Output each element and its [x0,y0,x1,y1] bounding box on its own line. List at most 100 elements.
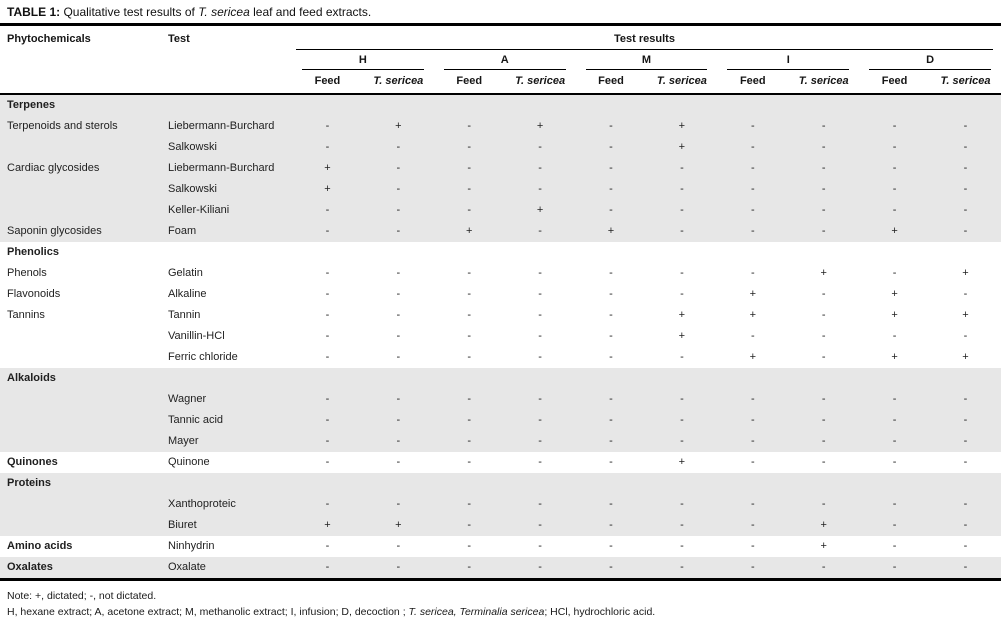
result-cell: - [467,540,472,552]
sample-col-header-feed: Feed [292,70,363,95]
result-cell: - [859,557,931,581]
result-cell: - [859,137,931,158]
phytochemical-cell: Tannins [7,309,45,321]
result-cell: - [717,389,789,410]
result-cell: - [575,200,647,221]
result-cell: - [750,267,755,279]
note-line-1: Note: +, dictated; -, not dictated. [7,590,157,602]
result-cell: - [292,410,363,431]
section-label: Proteins [0,473,1001,494]
result-cell: - [930,515,1001,536]
result-cell: - [575,431,647,452]
result-cell: - [362,410,434,431]
table-row: Tannic acid - - - - - - - - - - [0,410,1001,431]
result-cell: + [962,351,969,363]
table-row: Cardiac glycosides Liebermann-Burchard + - -… [0,158,1001,179]
result-cell: - [717,515,789,536]
sample-col-header-sericea: T. sericea [930,70,1001,95]
sample-col-header-feed: Feed [433,70,505,95]
test-cell: Keller-Kiliani [161,200,292,221]
section-label: Alkaloids [0,368,1001,389]
result-cell: - [930,116,1001,137]
result-cell: - [859,494,931,515]
result-cell: - [680,267,684,279]
result-cell: - [717,494,789,515]
result-cell: - [362,200,434,221]
col-header-test-results: Test results [292,26,1001,50]
result-cell: - [717,557,789,581]
result-cell: - [930,221,1001,242]
result-cell: - [646,431,718,452]
result-cell: - [680,288,684,300]
extract-col-header-h: H [292,50,434,70]
result-cell: + [292,179,363,200]
phytochemical-cell: Quinones [7,456,58,468]
table-footnotes: Note: +, dictated; -, not dictated. H, h… [0,581,1001,620]
result-cell: - [504,137,576,158]
phytochemical-cell: Flavonoids [7,288,61,300]
table-row: Mayer - - - - - - - - - - [0,431,1001,452]
result-cell: - [575,137,647,158]
text-segment: T. sericea [198,5,250,19]
test-cell: Foam [161,221,292,242]
section-row: Phenolics [0,242,1001,263]
header-row-samples: Feed T. sericea Feed T. sericea Feed T. … [0,70,1001,95]
text-segment: leaf and feed extracts. [249,5,372,19]
result-cell: - [821,309,826,321]
result-cell: - [821,351,826,363]
table-row: Biuret + + - - - - - + - - [0,515,1001,536]
test-cell: Gelatin [168,267,203,279]
result-cell: - [717,158,789,179]
result-cell: - [788,431,860,452]
result-cell: - [292,116,363,137]
table-row: Wagner - - - - - - - - - - [0,389,1001,410]
result-cell: - [575,158,647,179]
result-cell: - [609,309,613,321]
result-cell: - [467,288,472,300]
result-cell: - [859,515,931,536]
result-cell: - [538,288,542,300]
result-cell: - [325,540,330,552]
result-cell: - [859,116,931,137]
table-row: Salkowski - - - - - + - - - - [0,137,1001,158]
result-cell: - [788,179,860,200]
note-line-2: H, hexane extract; A, acetone extract; M… [7,604,993,620]
result-cell: - [892,456,897,468]
phytochemical-cell: Terpenoids and sterols [0,116,161,137]
result-cell: - [788,557,860,581]
result-cell: - [467,351,472,363]
result-cell: - [433,158,505,179]
result-cell: - [646,179,718,200]
result-cell: - [717,116,789,137]
result-cell: - [504,158,576,179]
result-cell: - [788,158,860,179]
table-row: Vanillin-HCl - - - - - + - - - - [0,326,1001,347]
result-cell: - [717,221,789,242]
test-cell: Quinone [168,456,210,468]
result-cell: - [433,116,505,137]
result-cell: - [467,330,472,342]
test-cell: Oxalate [161,557,292,581]
header-row-extracts: H A M I D [0,50,1001,70]
result-cell: - [362,494,434,515]
phytochemical-cell [0,137,161,158]
result-cell: - [646,158,718,179]
result-cell: + [292,515,363,536]
result-cell: + [646,137,718,158]
phytochemical-cell [0,431,161,452]
result-cell: - [362,158,434,179]
result-cell: - [467,267,472,279]
result-cell: - [646,494,718,515]
phytochemical-cell [0,494,161,515]
result-cell: - [433,389,505,410]
test-cell: Tannin [168,309,201,321]
result-cell: - [292,200,363,221]
result-cell: - [750,540,755,552]
result-cell: - [609,351,613,363]
result-cell: - [433,494,505,515]
result-cell: - [963,330,968,342]
test-cell: Xanthoproteic [161,494,292,515]
result-cell: - [396,330,401,342]
phytochemical-cell [0,326,161,347]
table-row: Tannins Tannin - - - - - + + - + + [0,305,1001,326]
